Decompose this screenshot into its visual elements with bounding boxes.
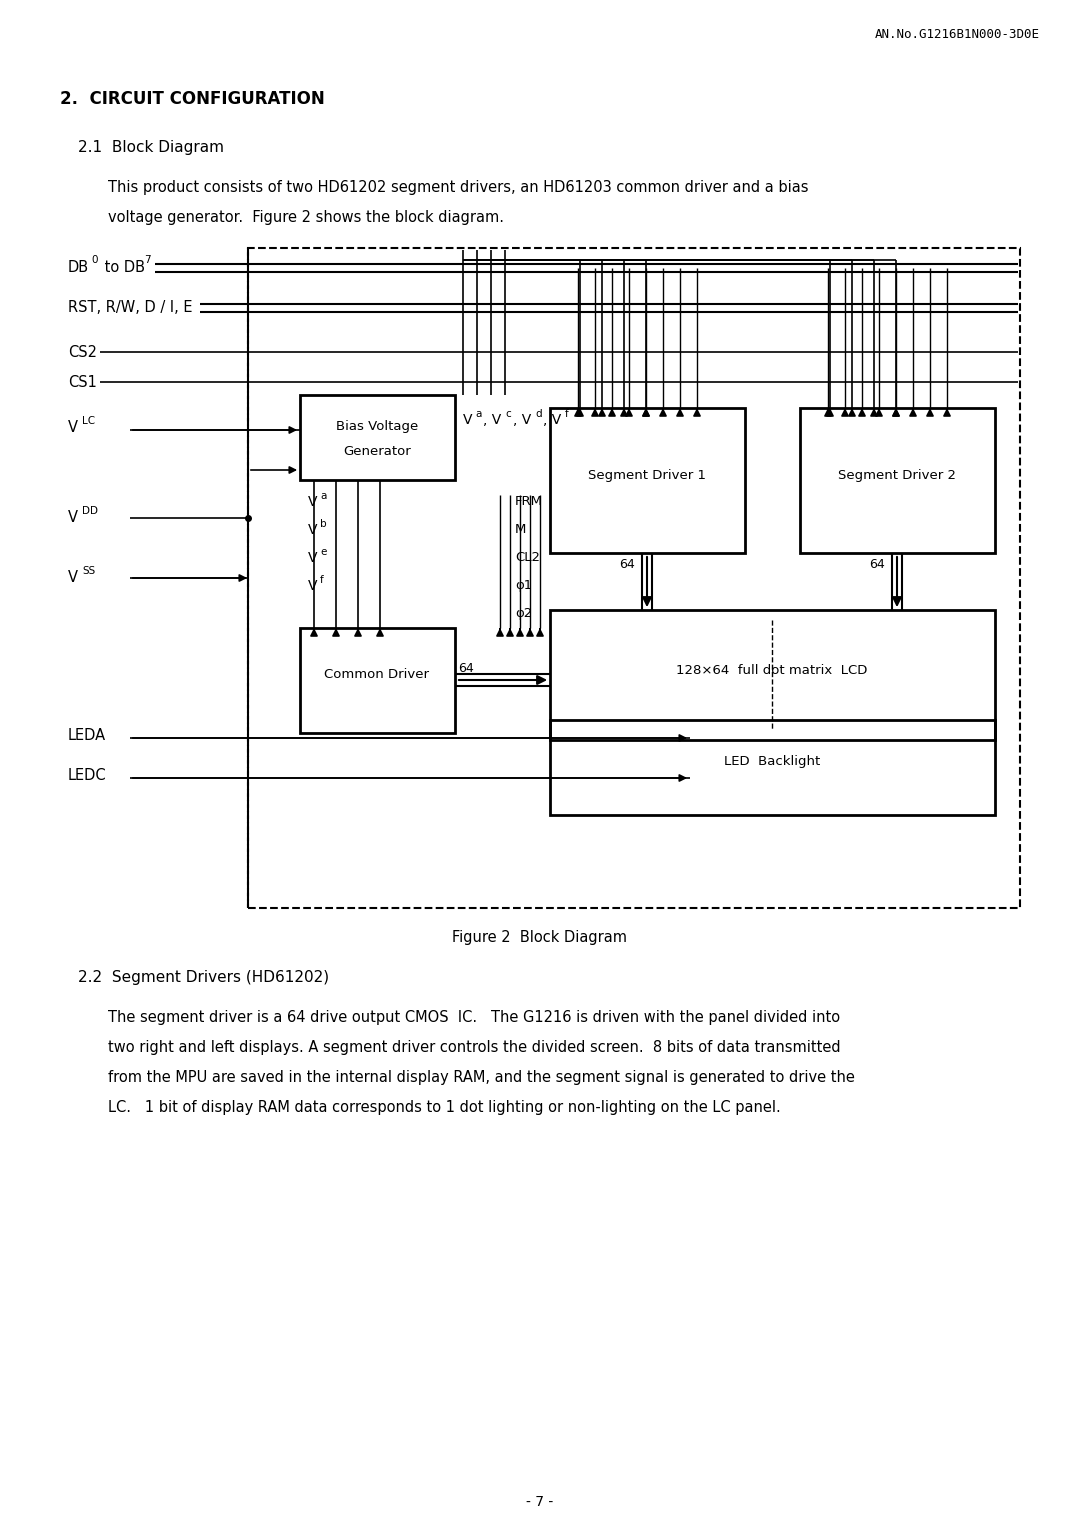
- Text: Segment Driver 2: Segment Driver 2: [838, 469, 956, 481]
- Text: , V: , V: [483, 413, 501, 426]
- Text: This product consists of two HD61202 segment drivers, an HD61203 common driver a: This product consists of two HD61202 seg…: [108, 180, 809, 196]
- Text: d: d: [535, 410, 542, 419]
- Text: CS1: CS1: [68, 374, 97, 390]
- Text: , V: , V: [543, 413, 562, 426]
- Bar: [800, 408, 995, 553]
- Text: DD: DD: [82, 506, 98, 516]
- Text: FRM: FRM: [515, 495, 543, 507]
- Text: , V: , V: [513, 413, 531, 426]
- Text: 64: 64: [619, 558, 635, 571]
- Text: V: V: [308, 523, 318, 536]
- Text: 64: 64: [458, 662, 474, 675]
- Text: The segment driver is a 64 drive output CMOS  IC.   The G1216 is driven with the: The segment driver is a 64 drive output …: [108, 1010, 840, 1025]
- Text: φ1: φ1: [515, 579, 532, 591]
- Bar: [300, 396, 455, 480]
- Text: AN.No.G1216B1N000-3D0E: AN.No.G1216B1N000-3D0E: [875, 28, 1040, 41]
- Text: 64: 64: [869, 558, 885, 571]
- Text: LEDC: LEDC: [68, 769, 107, 782]
- Text: 2.2  Segment Drivers (HD61202): 2.2 Segment Drivers (HD61202): [78, 970, 329, 986]
- Text: voltage generator.  Figure 2 shows the block diagram.: voltage generator. Figure 2 shows the bl…: [108, 209, 504, 225]
- Bar: [300, 628, 455, 733]
- Text: V: V: [308, 552, 318, 565]
- Text: DB: DB: [68, 260, 90, 275]
- Text: V: V: [68, 510, 78, 526]
- Text: RST, R/W, D / I, E: RST, R/W, D / I, E: [68, 299, 192, 315]
- Text: CL2: CL2: [515, 552, 540, 564]
- Text: to DB: to DB: [100, 260, 145, 275]
- Text: a: a: [475, 410, 482, 419]
- Text: Figure 2  Block Diagram: Figure 2 Block Diagram: [453, 931, 627, 944]
- Text: from the MPU are saved in the internal display RAM, and the segment signal is ge: from the MPU are saved in the internal d…: [108, 1070, 855, 1085]
- Text: CS2: CS2: [68, 345, 97, 361]
- Text: Segment Driver 1: Segment Driver 1: [588, 469, 706, 481]
- Text: 128×64  full dot matrix  LCD: 128×64 full dot matrix LCD: [676, 663, 867, 677]
- Text: V: V: [68, 420, 78, 435]
- Text: V: V: [308, 579, 318, 593]
- Text: 0: 0: [91, 255, 97, 264]
- Text: V: V: [308, 495, 318, 509]
- Text: c: c: [505, 410, 511, 419]
- Text: 2.1  Block Diagram: 2.1 Block Diagram: [78, 141, 224, 154]
- Text: φ2: φ2: [515, 607, 532, 620]
- Text: 2.  CIRCUIT CONFIGURATION: 2. CIRCUIT CONFIGURATION: [60, 90, 325, 108]
- Text: V: V: [68, 570, 78, 585]
- Text: V: V: [463, 413, 473, 426]
- Bar: [550, 610, 995, 740]
- Text: f: f: [320, 575, 324, 585]
- Text: LED  Backlight: LED Backlight: [724, 755, 820, 769]
- Bar: [248, 248, 1020, 908]
- Text: Common Driver: Common Driver: [324, 669, 430, 681]
- Text: LC: LC: [82, 416, 95, 426]
- Text: Bias Voltage: Bias Voltage: [336, 420, 418, 432]
- Bar: [550, 408, 745, 553]
- Text: two right and left displays. A segment driver controls the divided screen.  8 bi: two right and left displays. A segment d…: [108, 1041, 840, 1054]
- Text: 7: 7: [144, 255, 150, 264]
- Text: LC.   1 bit of display RAM data corresponds to 1 dot lighting or non-lighting on: LC. 1 bit of display RAM data correspond…: [108, 1100, 781, 1115]
- Text: M: M: [515, 523, 526, 536]
- Text: Generator: Generator: [343, 445, 410, 458]
- Bar: [550, 720, 995, 814]
- Text: b: b: [320, 520, 326, 529]
- Text: SS: SS: [82, 565, 95, 576]
- Text: - 7 -: - 7 -: [526, 1494, 554, 1510]
- Text: f: f: [565, 410, 569, 419]
- Text: e: e: [320, 547, 326, 558]
- Text: a: a: [320, 490, 326, 501]
- Text: LEDA: LEDA: [68, 727, 106, 743]
